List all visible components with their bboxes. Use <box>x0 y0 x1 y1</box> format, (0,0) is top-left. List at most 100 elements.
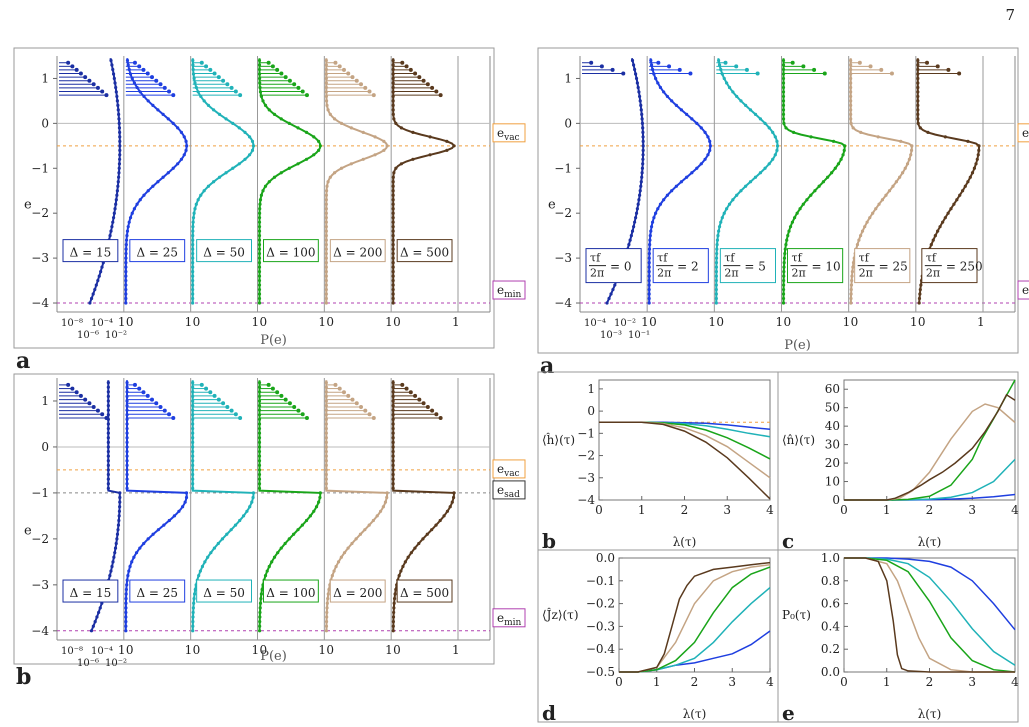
series-point <box>106 486 110 490</box>
series-point <box>124 587 129 592</box>
series-point <box>809 135 813 139</box>
stem-point <box>212 393 217 398</box>
y-tick-label: 0 <box>41 440 49 454</box>
series-point <box>611 287 615 292</box>
series-point <box>324 403 328 408</box>
stem-point <box>857 60 862 65</box>
series-4: Δ = 100 <box>257 58 322 305</box>
series-point <box>332 171 337 175</box>
series-point <box>125 482 129 486</box>
stem-point <box>70 64 75 69</box>
series-point <box>324 99 329 103</box>
series-point <box>257 247 262 251</box>
series-point <box>324 81 328 85</box>
series-point <box>629 234 633 238</box>
series-point <box>324 76 328 81</box>
stem-point <box>233 89 238 94</box>
series-point <box>125 472 129 477</box>
series-point <box>124 265 128 269</box>
series-point <box>118 153 122 157</box>
stem-point <box>137 64 142 69</box>
series-point <box>324 472 328 477</box>
series-point <box>421 537 425 541</box>
series-point <box>916 76 920 81</box>
stem-point <box>74 67 79 72</box>
series-point <box>970 171 975 175</box>
x-tick-label: 4 <box>766 503 774 517</box>
series-point <box>877 202 881 206</box>
series-point <box>325 606 329 610</box>
series-point <box>257 58 262 63</box>
series-point <box>391 247 395 251</box>
series-point <box>409 551 413 555</box>
stem-point <box>283 75 288 80</box>
x-tick-label: 3 <box>968 503 976 517</box>
series-point <box>130 560 134 564</box>
series-point <box>257 274 262 278</box>
series-point <box>231 121 235 125</box>
series-point <box>118 135 122 139</box>
x-tick-label: 0 <box>784 315 792 329</box>
stem-point <box>438 93 443 98</box>
series-point <box>257 482 262 486</box>
series-point <box>130 76 134 81</box>
stem-point <box>171 415 176 420</box>
y-tick-label: 50 <box>825 401 840 415</box>
series-point <box>393 592 397 596</box>
series-point <box>116 528 120 532</box>
series-point <box>639 103 643 108</box>
series-point <box>327 587 331 592</box>
series-point <box>191 301 195 305</box>
series-point <box>916 103 920 108</box>
x-axis-label: λ(τ) <box>918 535 942 549</box>
series-point <box>324 189 329 193</box>
stem-point <box>304 93 309 98</box>
series-point <box>977 144 981 148</box>
series-point <box>118 500 122 504</box>
series-point <box>257 422 262 426</box>
series-point <box>106 436 110 440</box>
stem-point <box>83 75 88 80</box>
series-point <box>849 81 853 85</box>
series-point <box>250 500 254 504</box>
series-point <box>792 130 796 134</box>
x-tick-label: 0 <box>393 643 401 657</box>
series-point <box>257 260 262 265</box>
legend-value: = 0 <box>610 260 632 274</box>
series-point <box>91 624 95 628</box>
series-point <box>859 130 863 134</box>
y-tick-label: −0.5 <box>586 665 615 679</box>
x-tick-label: 10⁻⁸ <box>61 646 83 657</box>
series-point <box>212 180 216 184</box>
series-point <box>124 274 128 278</box>
series-point <box>318 491 322 495</box>
stem-point <box>279 393 284 398</box>
series-point <box>304 518 309 523</box>
series-point <box>191 472 195 477</box>
series-point <box>179 157 184 161</box>
stem-point <box>359 82 364 87</box>
series-point <box>428 135 432 139</box>
series-point <box>93 287 97 292</box>
x-tick-label: 2 <box>681 503 689 517</box>
series-point <box>324 243 328 247</box>
series-point <box>125 578 129 582</box>
panel-frame <box>13 373 495 665</box>
series-point <box>191 229 195 233</box>
x-tick-label: 1 <box>252 315 260 329</box>
y-tick-label: 1 <box>41 394 49 408</box>
series-point <box>257 380 262 385</box>
series-point <box>317 139 321 143</box>
series-point <box>106 422 110 426</box>
x-tick-label: 0 <box>649 315 657 329</box>
series-point <box>391 63 395 67</box>
series-1: Δ = 15 <box>59 57 122 305</box>
series-point <box>114 85 118 90</box>
series-point <box>125 58 130 63</box>
series-point <box>324 211 328 215</box>
series-point <box>381 505 385 509</box>
series-point <box>191 220 195 224</box>
series-point <box>716 234 720 238</box>
series-point <box>193 81 197 85</box>
series-point <box>117 117 121 121</box>
